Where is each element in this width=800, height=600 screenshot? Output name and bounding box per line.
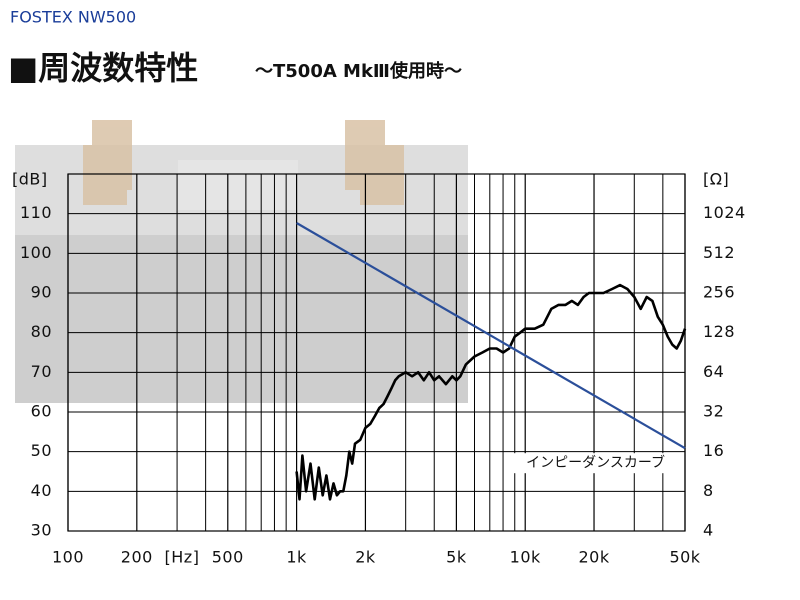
y-tick-label: 50 [31,441,52,460]
x-tick-label: 1k [286,548,307,567]
y2-axis-label: [Ω] [703,170,729,189]
chart-subtitle: ～T500A MkⅢ使用時～ [255,61,462,82]
y-tick-label: 100 [20,243,52,262]
response-line [295,283,687,501]
chart-title: ■周波数特性 [8,49,198,87]
y-tick-label: 70 [31,362,52,381]
y-tick-label: 60 [31,402,52,421]
y2-tick-label: 16 [703,441,724,460]
x-tick-label: 500 [212,548,244,567]
brand: FOSTEX NW500 [10,8,136,27]
x-tick-label: 50k [669,548,700,567]
y2-tick-label: 64 [703,362,724,381]
y2-tick-label: 256 [703,283,735,302]
y-axis-label: [dB] [12,170,48,189]
x-tick-label: 2k [355,548,376,567]
y-tick-label: 80 [31,322,52,341]
impedance-line [296,222,686,450]
x-tick-label: 100 [52,548,84,567]
y-tick-label: 110 [20,203,52,222]
series-label: インピーダンスカーブ [526,454,665,471]
y2-tick-label: 1024 [703,203,746,222]
y2-tick-label: 512 [703,243,735,262]
y2-tick-label: 4 [703,521,714,540]
x-tick-label: 20k [578,548,609,567]
background-photo [15,120,468,403]
x-tick-label: 10k [510,548,541,567]
x-axis-label: [Hz] [165,548,200,567]
y2-tick-label: 128 [703,322,735,341]
y-tick-label: 30 [31,521,52,540]
x-tick-label: 200 [121,548,153,567]
annotation-bg [510,453,668,474]
x-tick-label: 5k [446,548,467,567]
y-tick-label: 90 [31,283,52,302]
y2-tick-label: 32 [703,402,724,421]
y2-tick-label: 8 [703,481,714,500]
y-tick-label: 40 [31,481,52,500]
